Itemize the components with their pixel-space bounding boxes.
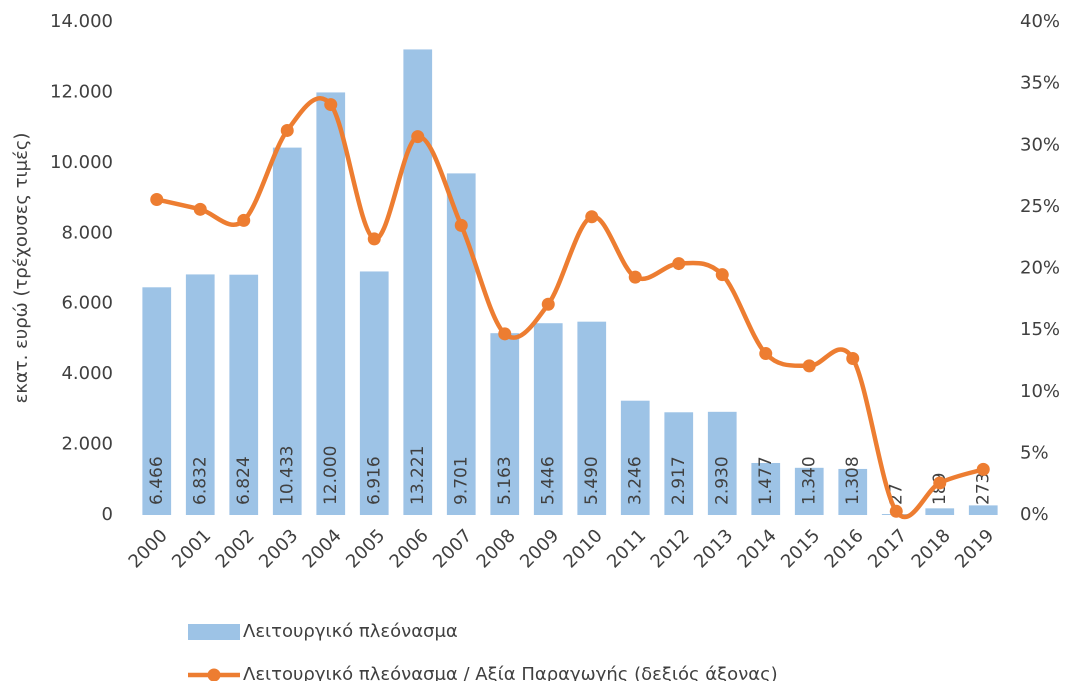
data-label: 5.163 [495,456,515,505]
x-tick-label: 2008 [473,525,520,572]
line-marker [585,210,599,224]
x-tick-label: 2019 [951,525,998,572]
y2-tick-label: 30% [1020,134,1060,155]
bar [838,468,868,515]
x-tick-label: 2018 [908,525,955,572]
bar [533,323,563,515]
data-label: 9.701 [451,456,471,505]
x-tick-label: 2015 [777,525,824,572]
x-tick-label: 2005 [342,525,389,572]
line-marker [498,327,512,341]
data-label: 1.308 [843,456,863,505]
x-tick-label: 2012 [647,525,694,572]
bar [359,271,389,515]
y-axis-label: εκατ. ευρώ (τρέχουσες τιμές) [11,133,32,404]
data-label: 6.466 [147,456,167,505]
line-marker [628,270,642,284]
data-label: 6.832 [190,456,210,505]
y-tick-label: 8.000 [61,222,113,243]
line-marker [672,257,686,271]
x-tick-label: 2011 [603,525,650,572]
data-label: 1.477 [756,456,776,505]
y2-tick-label: 0% [1020,504,1049,525]
data-label: 2.930 [712,456,732,505]
x-tick-label: 2004 [299,525,346,572]
line-marker [715,268,729,282]
data-label: 10.433 [277,446,297,505]
bar [316,92,346,515]
x-tick-label: 2009 [516,525,563,572]
bar [925,508,955,515]
y-tick-label: 0 [102,504,113,525]
data-label: 1.340 [799,456,819,505]
bar [664,412,694,515]
line-marker [889,504,903,518]
data-label: 273 [973,473,993,505]
line-marker [411,130,425,144]
y2-tick-label: 15% [1020,319,1060,340]
y-tick-label: 2.000 [61,434,113,455]
legend-label: Λειτουργικό πλεόνασμα / Αξία Παραγωγής (… [243,664,778,681]
y-tick-label: 10.000 [50,152,113,173]
y2-tick-label: 20% [1020,258,1060,279]
line-marker [150,192,164,206]
bar [272,147,302,515]
y2-tick-label: 25% [1020,196,1060,217]
bar [794,467,824,515]
x-tick-label: 2000 [125,525,172,572]
bar [142,287,172,515]
line-marker [846,351,860,365]
y-tick-label: 14.000 [50,11,113,32]
line-marker [541,297,555,311]
bar [968,505,998,515]
line-marker [280,123,294,137]
line-marker [976,462,990,476]
data-label: 12.000 [321,446,341,505]
bar [620,400,650,515]
y2-tick-label: 10% [1020,381,1060,402]
y2-tick-label: 40% [1020,11,1060,32]
data-label: 5.490 [582,456,602,505]
x-tick-label: 2017 [864,525,911,572]
line-marker [193,202,207,216]
line-marker [367,232,381,246]
x-tick-label: 2006 [386,525,433,572]
y2-tick-label: 35% [1020,73,1060,94]
y2-tick-label: 5% [1020,442,1049,463]
line-marker [802,359,816,373]
y-tick-label: 12.000 [50,81,113,102]
bar [403,49,433,516]
line-marker [324,98,338,112]
line-marker [759,347,773,361]
bar [577,321,607,515]
x-tick-label: 2016 [821,525,868,572]
legend-label: Λειτουργικό πλεόνασμα [243,621,458,642]
data-label: 6.824 [234,456,254,505]
x-tick-label: 2013 [690,525,737,572]
line-marker [933,476,947,490]
x-tick-label: 2001 [168,525,215,572]
bar [229,274,259,515]
line-marker [237,213,251,227]
legend-swatch [188,624,240,640]
y-tick-label: 6.000 [61,293,113,314]
bar [751,462,781,515]
data-label: 6.916 [364,456,384,505]
x-tick-label: 2010 [560,525,607,572]
line-marker [454,218,468,232]
y-tick-label: 4.000 [61,363,113,384]
data-label: 13.221 [408,446,428,505]
x-tick-label: 2007 [429,525,476,572]
x-tick-label: 2002 [212,525,259,572]
bar [185,274,215,515]
data-label: 3.246 [625,456,645,505]
x-tick-label: 2003 [255,525,302,572]
bar [490,333,520,515]
data-label: 5.446 [538,456,558,505]
data-label: 2.917 [669,456,689,505]
legend-swatch [207,668,221,682]
bar [707,411,737,515]
x-tick-label: 2014 [734,525,781,572]
